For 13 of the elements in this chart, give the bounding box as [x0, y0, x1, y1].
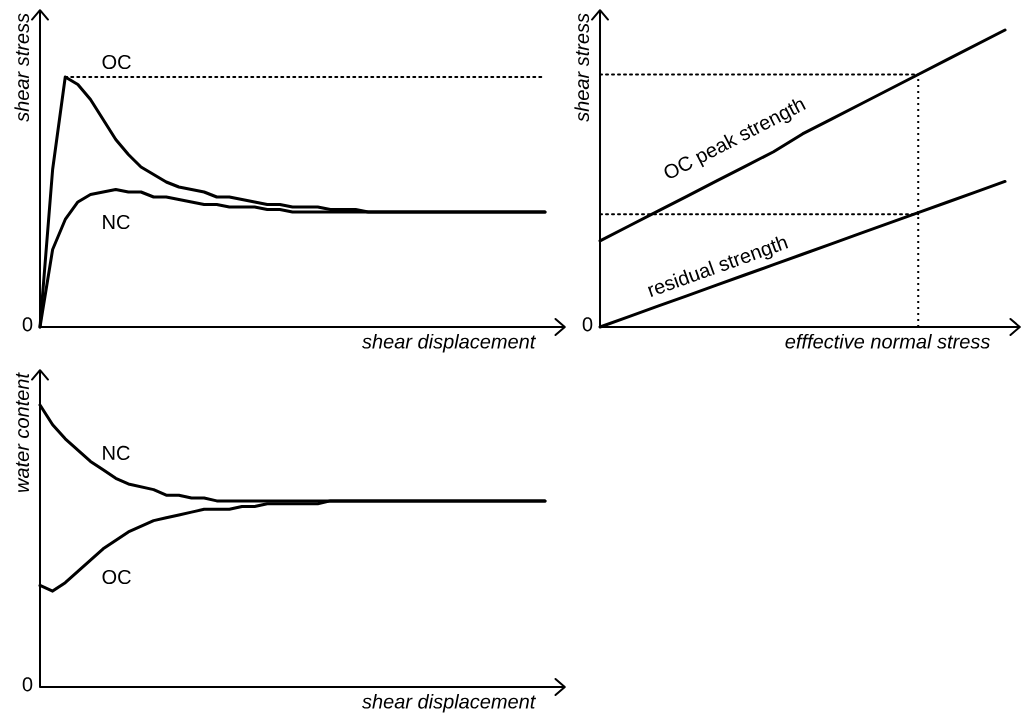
text: 0	[582, 317, 593, 332]
series-label: OC	[102, 54, 131, 70]
text: 0	[22, 677, 33, 692]
x-axis-title: efffective normal stress	[785, 333, 990, 349]
series-label: NC	[103, 214, 130, 230]
y-axis-title: water content	[15, 372, 30, 492]
series-label: OC	[102, 569, 131, 585]
x-axis-title: shear displacement	[362, 333, 537, 353]
series-label: NC	[103, 445, 130, 461]
text: 0	[22, 317, 33, 332]
x-axis-title: shear displacement	[362, 693, 537, 713]
y-axis-title: shear stress	[14, 13, 30, 122]
y-axis-title: shear stress	[574, 13, 590, 122]
